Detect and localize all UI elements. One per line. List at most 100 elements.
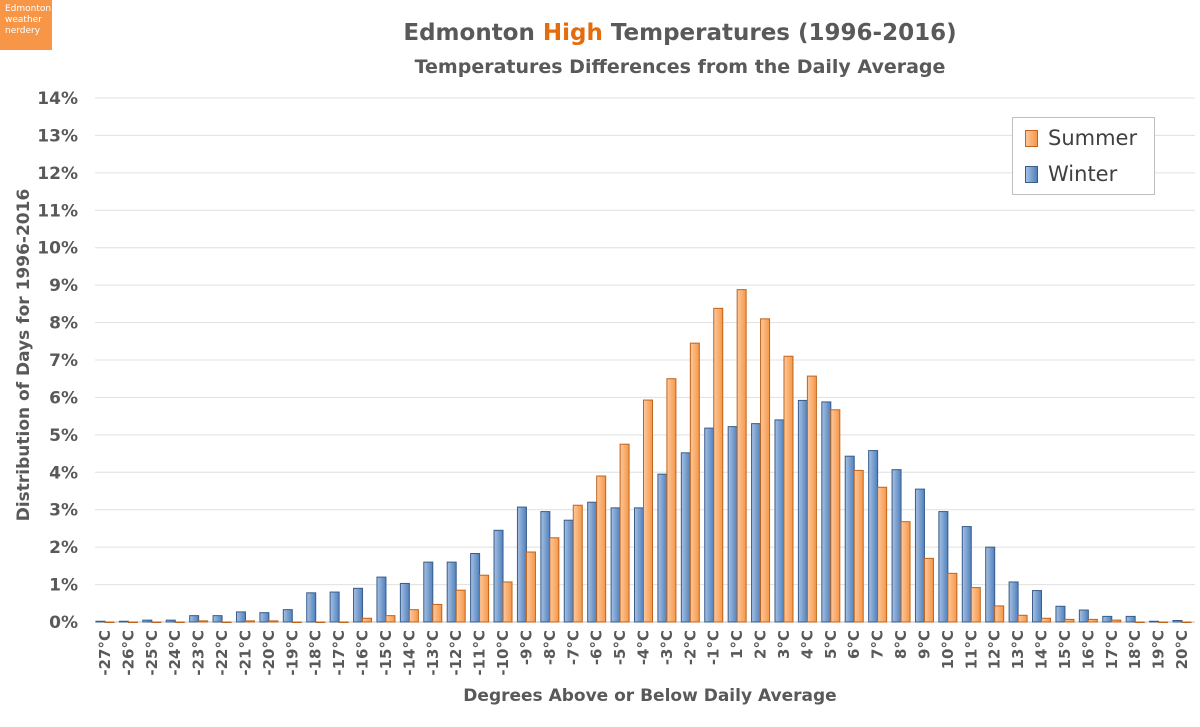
bar-winter [634, 507, 644, 623]
bar-winter [1172, 620, 1183, 623]
bar-summer [643, 399, 653, 623]
x-tick-label: -10°C [494, 630, 512, 676]
y-tick-label: 7% [49, 351, 78, 371]
legend-item-winter: Winter [1025, 162, 1117, 186]
x-tick-label: -20°C [260, 630, 278, 676]
bar-summer [104, 621, 115, 623]
x-tick-label: -13°C [424, 630, 442, 676]
bar-winter [329, 591, 340, 623]
bar-summer [994, 605, 1005, 623]
title-part: Temperatures (1996-2016) [602, 20, 957, 46]
x-tick-label: 20°C [1173, 630, 1191, 669]
bar-summer [385, 615, 396, 623]
x-tick-label: 11°C [962, 630, 980, 669]
bar-winter [587, 501, 598, 623]
x-tick-label: 18°C [1126, 630, 1144, 669]
x-tick-label: -11°C [471, 630, 489, 676]
title-part: Edmonton [403, 20, 543, 46]
bar-summer [947, 572, 958, 623]
bar-winter [235, 611, 246, 623]
bar-winter [961, 526, 972, 623]
bar-winter [306, 592, 317, 623]
bar-winter [1032, 590, 1043, 623]
x-tick-label: -27°C [96, 630, 114, 676]
bar-winter [680, 452, 691, 623]
bar-winter [282, 609, 293, 623]
bar-summer [666, 378, 677, 623]
bar-summer [244, 620, 255, 623]
bar-summer [572, 504, 583, 623]
bar-summer [619, 443, 630, 623]
bar-winter [704, 427, 715, 623]
y-tick-label: 0% [49, 613, 78, 633]
x-tick-label: -12°C [447, 630, 465, 676]
x-tick-label: -25°C [143, 630, 161, 676]
y-tick-label: 4% [49, 463, 78, 483]
bar-winter [891, 469, 902, 623]
bar-winter [938, 511, 949, 623]
x-tick-label: 9°C [915, 630, 933, 659]
bar-summer [1158, 621, 1169, 623]
x-tick-label: -14°C [400, 630, 418, 676]
bar-winter [446, 561, 457, 623]
bar-summer [900, 521, 911, 623]
x-tick-label: -7°C [564, 630, 582, 665]
legend-swatch-winter [1025, 165, 1038, 183]
x-tick-label: -18°C [307, 630, 325, 676]
x-tick-label: 15°C [1056, 630, 1074, 669]
bar-winter [985, 546, 996, 623]
y-tick-label: 3% [49, 501, 78, 521]
bar-winter [1078, 609, 1089, 623]
bar-summer [806, 375, 817, 623]
bar-winter [376, 576, 387, 623]
bar-winter [118, 620, 129, 623]
bar-winter [610, 507, 621, 623]
bar-summer [408, 609, 419, 623]
x-tick-label: 1°C [728, 630, 746, 659]
x-tick-label: -22°C [213, 630, 231, 676]
bar-winter [727, 426, 738, 623]
bar-summer [736, 289, 747, 623]
bar-winter [212, 615, 223, 623]
chart-title: Edmonton High Temperatures (1996-2016) [0, 20, 1200, 46]
legend-item-summer: Summer [1025, 126, 1137, 150]
bar-summer [127, 621, 138, 623]
bar-winter [1055, 605, 1066, 623]
bar-summer [291, 621, 302, 623]
bar-winter [563, 519, 574, 623]
x-tick-label: 16°C [1079, 630, 1097, 669]
bar-winter [353, 587, 364, 623]
bar-winter [1125, 615, 1136, 623]
bar-summer [923, 557, 934, 623]
bar-summer [1181, 621, 1192, 623]
y-tick-label: 1% [49, 576, 78, 596]
bar-summer [549, 537, 560, 623]
legend: Summer Winter [1012, 117, 1155, 195]
legend-label-summer: Summer [1048, 126, 1138, 150]
x-tick-label: 5°C [822, 630, 840, 659]
x-axis-label: Degrees Above or Below Daily Average [463, 686, 836, 706]
x-tick-label: -15°C [377, 630, 395, 676]
x-tick-label: -21°C [236, 630, 254, 676]
x-tick-label: 6°C [845, 630, 863, 659]
bar-summer [502, 581, 513, 623]
bar-summer [455, 589, 466, 623]
bar-winter [657, 473, 668, 623]
y-tick-label: 10% [37, 239, 78, 259]
bar-summer [338, 621, 349, 623]
bar-winter [914, 488, 925, 623]
bar-winter [399, 582, 410, 623]
y-tick-label: 14% [37, 89, 78, 109]
bar-summer [315, 621, 326, 623]
bar-summer [221, 621, 232, 623]
bar-winter [540, 511, 551, 623]
y-axis-label: Distribution of Days for 1996-2016 [14, 189, 34, 522]
title-highlight: High [542, 20, 603, 46]
logo: Edmonton weather nerdery [0, 0, 52, 50]
bar-summer [525, 551, 536, 623]
x-tick-label: 4°C [798, 630, 816, 659]
bar-winter [1008, 581, 1019, 623]
bar-winter [821, 401, 832, 623]
y-tick-label: 6% [49, 388, 78, 408]
